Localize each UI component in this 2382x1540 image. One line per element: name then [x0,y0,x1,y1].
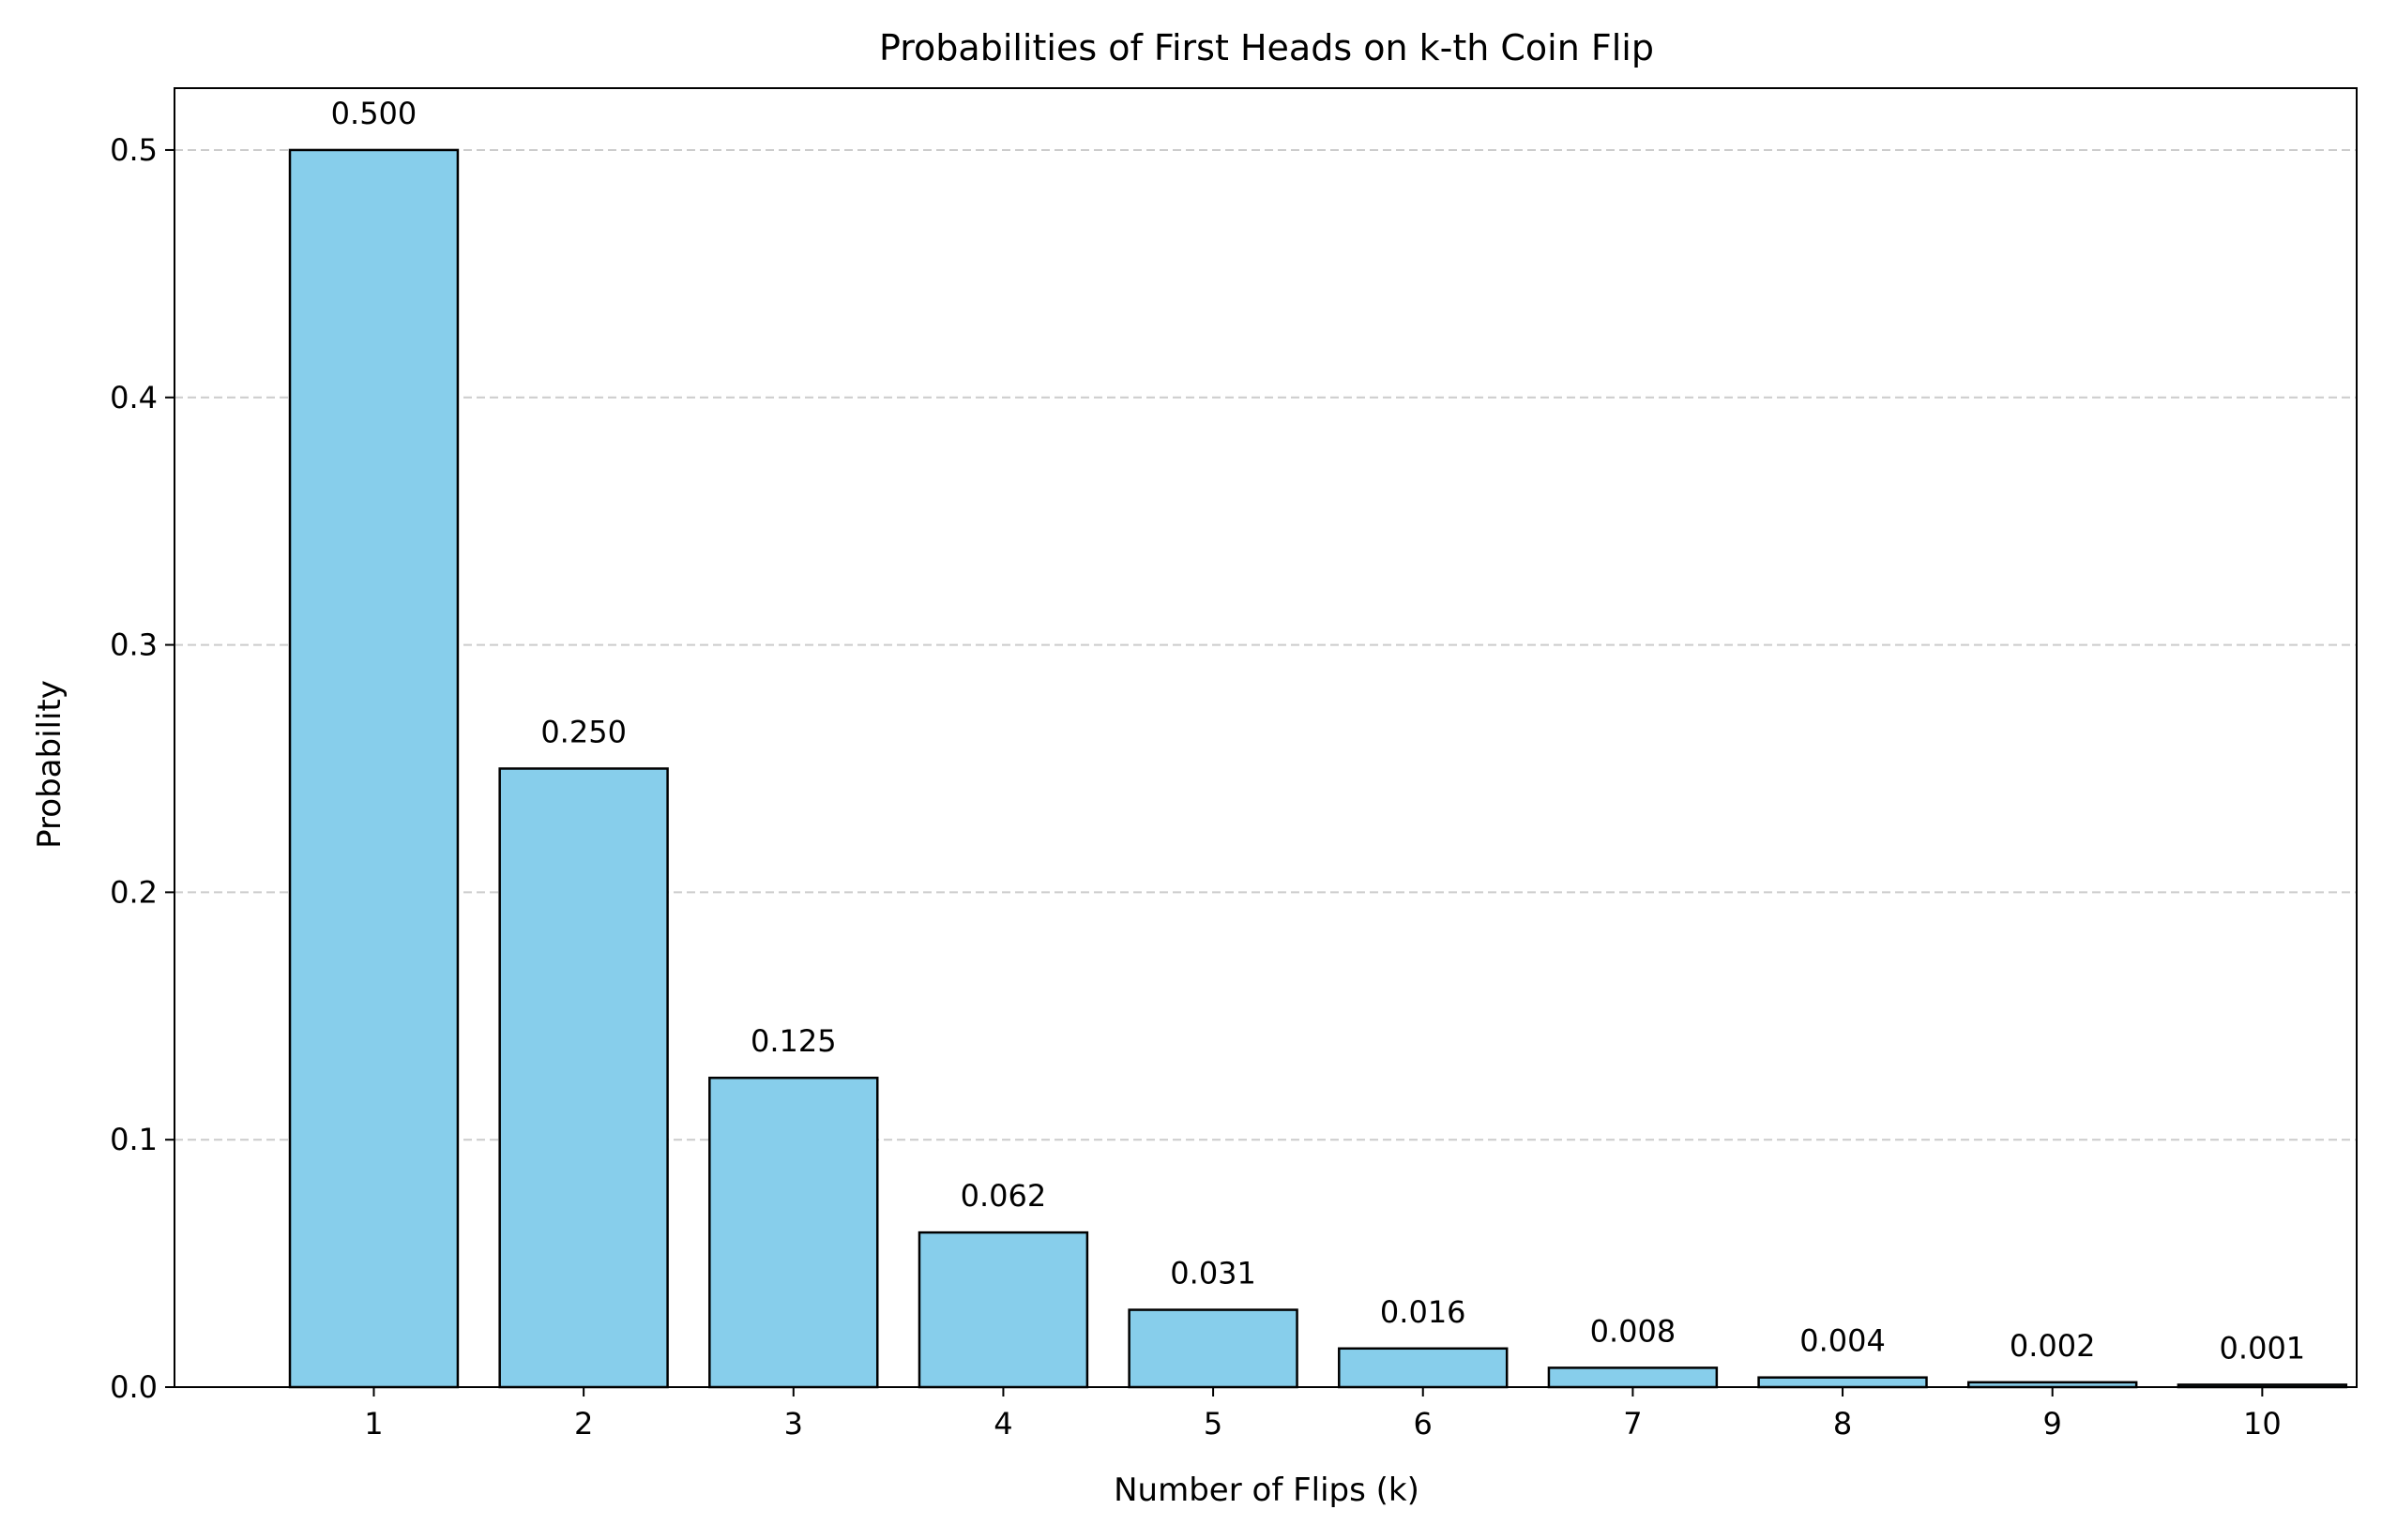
data-labels: 0.500 0.250 0.125 0.062 0.031 0.016 0.008 0.004… [331,96,2305,1366]
gridlines [174,148,2357,1141]
y-tick-label: 0.4 [110,380,158,415]
bar-k-2 [498,767,669,1389]
data-label-k-6: 0.016 [1380,1294,1466,1330]
x-tick-label: 8 [1833,1406,1852,1442]
data-label-k-8: 0.004 [1799,1323,1886,1359]
data-label-k-5: 0.031 [1170,1256,1256,1291]
y-tick-label: 0.2 [110,874,158,910]
x-tick-label: 5 [1204,1406,1222,1442]
x-tick-label: 3 [784,1406,803,1442]
bar-k-3 [708,1076,879,1389]
bar-k-7 [1547,1366,1719,1389]
y-tick-label: 0.1 [110,1122,158,1157]
bar-k-8 [1757,1376,1928,1389]
bar-k-1 [288,148,460,1389]
x-tick-label: 1 [364,1406,383,1442]
x-tick-label: 4 [994,1406,1012,1442]
bar-k-5 [1128,1308,1298,1389]
x-tick-label: 10 [2243,1406,2282,1442]
plot-frame [174,87,2358,1388]
x-tick-label: 2 [574,1406,593,1442]
bars [288,148,2348,1389]
x-tick-label: 9 [2043,1406,2062,1442]
y-tick-label: 0.5 [110,132,158,168]
bar-k-4 [918,1230,1089,1389]
y-axis-label: Probability [31,680,68,849]
x-axis-ticks: 1 2 3 4 5 6 7 8 9 10 [364,1387,2282,1442]
chart-title: Probabilities of First Heads on k-th Coi… [879,27,1654,68]
x-tick-label: 6 [1414,1406,1433,1442]
x-tick-label: 7 [1623,1406,1642,1442]
y-tick-label: 0.3 [110,627,158,663]
x-axis-label: Number of Flips (k) [1114,1472,1419,1509]
data-label-k-2: 0.250 [540,714,627,749]
data-label-k-7: 0.008 [1590,1313,1677,1349]
data-label-k-9: 0.002 [2010,1328,2096,1364]
bar-k-6 [1338,1347,1509,1389]
y-axis-ticks: 0.0 0.1 0.2 0.3 0.4 0.5 [110,132,174,1405]
data-label-k-10: 0.001 [2220,1330,2306,1366]
data-label-k-1: 0.500 [331,96,417,131]
data-label-k-3: 0.125 [751,1023,837,1059]
data-label-k-4: 0.062 [961,1178,1047,1214]
y-tick-label: 0.0 [110,1369,158,1405]
